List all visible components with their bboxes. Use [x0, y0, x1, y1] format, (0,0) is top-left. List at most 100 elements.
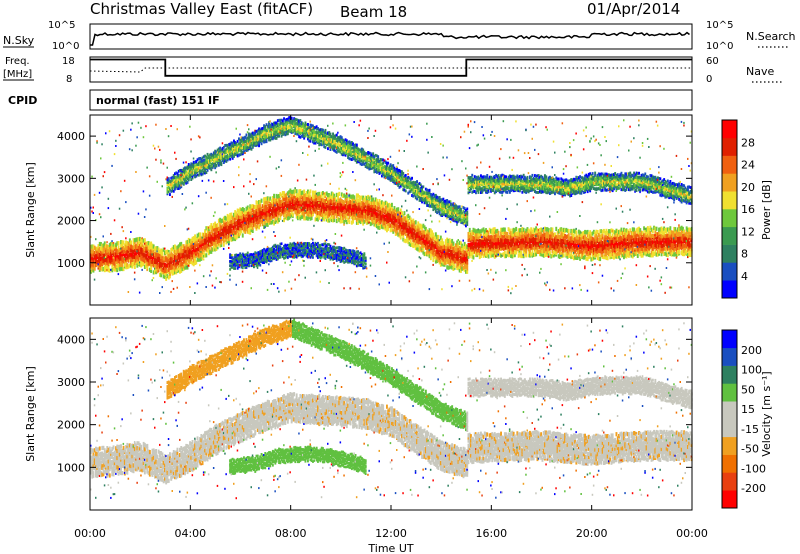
heat-cell-power-plot-1284: [211, 153, 214, 157]
heat-cell-power-plot-1780: [240, 260, 243, 263]
scatter-power-plot-2309: [265, 271, 268, 274]
heat-cell-power-plot-2581: [279, 215, 282, 221]
heat-cell-power-plot-2672: [283, 252, 285, 255]
heat-cell-power-plot-1457: [224, 222, 227, 227]
heat-cell-power-plot-3945: [343, 261, 346, 264]
heat-cell-power-plot-4690: [384, 172, 387, 176]
heat-cell-power-plot-3749: [334, 206, 337, 211]
heat-cell-power-plot-2653: [283, 213, 285, 218]
heat-cell-power-plot-4385: [364, 209, 367, 214]
scatter-power-plot-2813: [289, 264, 291, 266]
heat-cell-power-plot-819: [180, 177, 183, 181]
scatter-power-plot-1107: [199, 264, 201, 267]
heat-cell-power-plot-96: [101, 243, 104, 248]
heat-cell-power-plot-2920: [294, 242, 297, 246]
heat-cell-power-plot-3246: [310, 212, 313, 217]
heat-cell-power-plot-1491: [226, 227, 229, 232]
scatter-power-plot-450: [145, 208, 147, 211]
heat-cell-power-plot-317: [128, 238, 131, 243]
heat-cell-power-plot-324: [130, 252, 132, 257]
heat-cell-power-plot-2417: [270, 247, 273, 250]
heat-cell-power-plot-400: [140, 263, 143, 268]
heat-cell-power-plot-3450: [319, 249, 322, 253]
heat-cell-power-plot-2907: [294, 124, 297, 128]
heat-cell-power-plot-4057: [348, 259, 351, 263]
heat-cell-power-plot-687: [171, 186, 174, 190]
heat-cell-power-plot-2764: [288, 203, 291, 208]
heat-cell-power-plot-1851: [244, 143, 247, 147]
heat-cell-power-plot-3788: [335, 259, 338, 262]
heat-cell-power-plot-2968: [296, 252, 299, 255]
heat-cell-power-plot-3209: [308, 251, 311, 255]
heat-cell-power-plot-3762: [334, 255, 337, 259]
scatter-power-plot-2365: [268, 121, 270, 124]
heat-cell-power-plot-4577: [377, 217, 380, 222]
heat-cell-power-plot-3679: [330, 140, 333, 144]
heat-cell-power-plot-2523: [275, 248, 278, 251]
heat-cell-power-plot-797: [179, 247, 181, 252]
heat-cell-power-plot-4699: [386, 228, 388, 233]
heat-cell-power-plot-1695: [236, 150, 239, 154]
heat-cell-power-plot-860: [182, 169, 185, 173]
heat-cell-power-plot-3389: [317, 132, 319, 136]
heat-cell-power-plot-1405: [220, 218, 223, 223]
heat-cell-power-plot-2183: [260, 210, 263, 216]
scatter-power-plot-1759: [239, 133, 241, 136]
heat-cell-power-plot-2257: [264, 220, 267, 225]
heat-cell-power-plot-2721: [285, 122, 288, 126]
heat-cell-power-plot-685: [171, 189, 174, 193]
heat-cell-power-plot-875: [184, 174, 186, 178]
heat-cell-power-plot-3595: [327, 147, 329, 151]
heat-cell-power-plot-386: [137, 237, 140, 242]
heat-cell-power-plot-1926: [248, 214, 250, 219]
heat-cell-power-plot-648: [169, 271, 171, 276]
heat-cell-power-plot-3696: [332, 199, 334, 204]
heat-cell-power-plot-14: [91, 256, 94, 261]
heat-cell-power-plot-4315: [360, 159, 363, 163]
heat-cell-power-plot-2104: [256, 224, 259, 229]
heat-cell-power-plot-4354: [362, 255, 365, 258]
heat-cell-power-plot-4865: [396, 167, 398, 171]
heat-cell-power-plot-2599: [279, 250, 282, 254]
heat-cell-power-plot-2063: [254, 135, 257, 139]
heat-cell-power-plot-1194: [205, 160, 208, 164]
heat-cell-power-plot-2437: [271, 257, 274, 261]
heat-cell-power-plot-929: [187, 237, 190, 243]
scatter-power-plot-4172: [353, 200, 355, 203]
heat-cell-power-plot-3051: [300, 252, 303, 255]
heat-cell-power-plot-3790: [335, 256, 338, 259]
heat-cell-power-plot-2053: [254, 222, 257, 227]
heat-cell-power-plot-3811: [337, 142, 339, 146]
heat-cell-power-plot-445: [145, 253, 148, 258]
heat-cell-power-plot-3320: [313, 245, 316, 249]
heat-cell-power-plot-3831: [338, 191, 341, 196]
heat-cell-power-plot-4012: [347, 218, 349, 223]
heat-cell-power-plot-3289: [312, 253, 314, 256]
heat-cell-power-plot-3907: [342, 206, 344, 211]
heat-cell-power-plot-2515: [275, 125, 278, 129]
heat-cell-power-plot-1928: [248, 207, 250, 212]
heat-cell-power-plot-907: [186, 250, 189, 255]
heat-cell-power-plot-165: [110, 247, 112, 253]
heat-cell-power-plot-413: [141, 257, 144, 262]
heat-cell-power-plot-1099: [199, 169, 201, 173]
heat-cell-power-plot-2346: [268, 197, 270, 202]
heat-cell-power-plot-3589: [327, 206, 329, 211]
scatter-power-plot-420: [141, 237, 143, 240]
heat-cell-power-plot-4032: [347, 252, 349, 256]
heat-cell-power-plot-1150: [202, 238, 205, 243]
heat-cell-power-plot-1995: [250, 259, 253, 263]
scatter-power-plot-3901: [340, 234, 343, 237]
heat-cell-power-plot-664: [170, 255, 173, 261]
heat-cell-power-plot-4624: [379, 161, 382, 165]
heat-cell-power-plot-656: [169, 187, 171, 191]
heat-cell-power-plot-201: [115, 267, 117, 272]
scatter-power-plot-56: [96, 141, 98, 144]
heat-cell-power-plot-1626: [233, 263, 235, 266]
heat-cell-power-plot-2815: [290, 213, 293, 218]
heat-cell-power-plot-4566: [376, 167, 378, 171]
heat-cell-power-plot-2911: [294, 117, 297, 121]
heat-cell-power-plot-2334: [266, 248, 269, 252]
heat-cell-power-plot-4157: [353, 153, 356, 157]
heat-cell-power-plot-437: [143, 242, 146, 247]
